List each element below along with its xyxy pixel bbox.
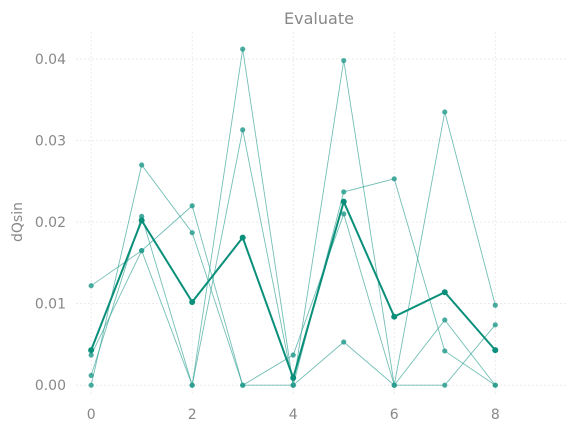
- series-point: [88, 352, 94, 358]
- series-point: [442, 348, 448, 354]
- mean-point: [340, 198, 347, 205]
- x-tick-label: 2: [188, 407, 197, 423]
- series-point: [492, 302, 498, 308]
- series-point: [341, 189, 347, 195]
- x-tick-label: 8: [491, 407, 500, 423]
- series-lines: [88, 46, 498, 388]
- series-point: [341, 211, 347, 217]
- y-tick-label: 0.03: [35, 133, 66, 149]
- series-point: [88, 382, 94, 388]
- mean-point: [441, 289, 448, 296]
- series-point: [139, 213, 145, 219]
- y-tick-label: 0.04: [35, 52, 66, 68]
- series-point: [189, 203, 195, 209]
- series-point: [492, 322, 498, 328]
- series-point: [139, 162, 145, 168]
- series-point: [341, 339, 347, 345]
- grid: [76, 32, 566, 395]
- series-point: [290, 352, 296, 358]
- y-tick-label: 0.02: [35, 215, 66, 231]
- series-point: [88, 283, 94, 289]
- x-tick-label: 6: [390, 407, 399, 423]
- chart-title: Evaluate: [284, 9, 354, 28]
- x-tick-label: 0: [87, 407, 96, 423]
- mean-point: [88, 347, 95, 354]
- series-point: [88, 372, 94, 379]
- mean-point: [138, 217, 145, 224]
- series-point: [442, 317, 448, 323]
- x-axis-ticks: 0 2 4 6 8: [87, 407, 500, 423]
- mean-line: [88, 198, 499, 382]
- mean-point: [290, 374, 297, 381]
- y-tick-label: 0.01: [35, 297, 66, 313]
- series-point: [391, 176, 397, 182]
- series-point: [290, 382, 296, 388]
- mean-point: [492, 347, 499, 354]
- x-tick-label: 4: [289, 407, 298, 423]
- series-point: [442, 109, 448, 115]
- mean-point: [189, 299, 196, 306]
- series-point: [139, 248, 145, 254]
- mean-point: [239, 234, 246, 241]
- y-tick-label: 0.00: [35, 378, 66, 394]
- series-point: [189, 230, 195, 236]
- y-axis-ticks: 0.00 0.01 0.02 0.03 0.04: [35, 52, 66, 394]
- series-point: [341, 57, 347, 64]
- series-point: [240, 46, 246, 52]
- series-point: [240, 127, 246, 133]
- y-axis-label: dQsin: [10, 202, 26, 242]
- mean-point: [391, 313, 398, 320]
- series-point: [492, 382, 498, 388]
- series-point: [240, 382, 246, 388]
- series-point: [189, 382, 195, 388]
- series-point: [442, 382, 448, 388]
- series-point: [391, 382, 397, 388]
